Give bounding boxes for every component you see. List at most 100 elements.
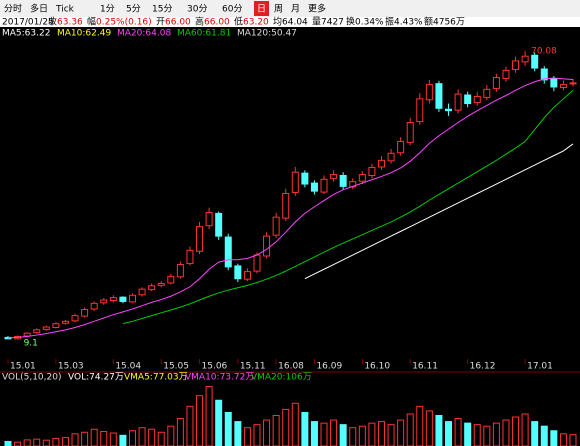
quote-date: 2017/01/25	[2, 18, 54, 28]
candle-body	[387, 152, 395, 162]
candle-body	[224, 236, 232, 268]
candle-body	[377, 159, 385, 168]
volume-bar	[550, 430, 558, 446]
date-label: 15.03	[58, 362, 84, 372]
volume-bar	[196, 395, 204, 446]
volume-bar	[569, 434, 577, 446]
volume-bar	[330, 419, 338, 446]
candle-body	[368, 166, 376, 177]
volume-bar	[81, 431, 89, 446]
candle-body	[569, 82, 577, 85]
period-tab[interactable]: 周	[274, 4, 283, 15]
high-annotation: 70.08	[531, 47, 557, 57]
volume-bar	[282, 408, 290, 446]
candle-body	[196, 226, 204, 252]
candle-body	[492, 77, 500, 89]
quote-label: 开	[156, 17, 165, 28]
candle-body	[483, 88, 491, 98]
candle-body	[320, 178, 328, 193]
period-tab[interactable]: 15分	[152, 4, 172, 15]
date-label: 16.08	[278, 362, 304, 372]
date-label: 17.01	[527, 362, 553, 372]
volume-bar	[119, 434, 127, 446]
candle-body	[282, 193, 290, 219]
period-tab[interactable]: 1分	[100, 4, 115, 15]
period-tab[interactable]: 60分	[222, 4, 242, 15]
candle-body	[301, 172, 309, 185]
volume-bar	[272, 415, 280, 446]
volume-bar	[368, 422, 376, 446]
candle-body	[109, 297, 117, 301]
candle-body	[445, 108, 453, 112]
candle-body	[157, 282, 165, 286]
candle-body	[215, 212, 223, 237]
date-label: 16.11	[412, 362, 438, 372]
candle-body	[559, 84, 567, 88]
candle-body	[148, 285, 156, 291]
quote-value: 4.43%	[394, 18, 423, 28]
ma-legend: MA10:62.49	[57, 29, 111, 39]
candle-body	[310, 182, 318, 192]
volume-bar	[512, 416, 520, 446]
candle-body	[550, 78, 558, 88]
date-label: 15.05	[163, 362, 189, 372]
period-tab[interactable]: Tick	[55, 5, 75, 15]
quote-label: 换	[346, 16, 355, 28]
volume-bar	[224, 411, 232, 446]
volume-bar	[406, 413, 414, 446]
period-tab[interactable]: 5分	[126, 4, 141, 15]
period-tab[interactable]: 月	[291, 4, 300, 15]
volume-bar	[42, 439, 50, 446]
candle-body	[502, 69, 510, 79]
candle-body	[330, 174, 338, 179]
volume-legend: VOL(5,10,20)	[2, 373, 61, 383]
candle-body	[119, 296, 127, 302]
volume-bar	[138, 427, 146, 446]
volume-bar	[253, 424, 261, 446]
volume-bar	[61, 437, 69, 446]
candle-body	[42, 326, 50, 330]
quote-value: 63.36	[57, 18, 83, 28]
candle-body	[243, 271, 251, 280]
volume-bar	[483, 425, 491, 446]
period-tab[interactable]: 30分	[187, 4, 207, 15]
volume-bar	[4, 440, 12, 446]
volume-bar	[52, 437, 60, 446]
quote-value: 7427	[321, 18, 344, 28]
period-tab[interactable]: 更多	[308, 3, 326, 15]
quote-label: 高	[195, 16, 204, 28]
quote-label: 量	[312, 17, 321, 28]
volume-bar	[157, 431, 165, 446]
volume-legend: VMA5:77.03万	[124, 373, 188, 383]
candle-body	[425, 84, 433, 101]
volume-legend: VMA20:106万	[251, 373, 312, 383]
volume-bar	[263, 419, 271, 446]
volume-bar	[377, 421, 385, 446]
ma-legend: MA120:50.47	[237, 29, 297, 39]
candle-body	[90, 302, 98, 310]
period-tab[interactable]: 分时	[4, 3, 22, 15]
period-tab[interactable]: 日	[257, 4, 266, 15]
volume-bar	[176, 418, 184, 446]
quote-bg	[0, 17, 580, 27]
ma-line	[7, 77, 574, 339]
volume-bar	[167, 425, 175, 446]
date-label: 16.09	[316, 362, 342, 372]
toolbar-bg	[0, 0, 580, 17]
volume-bar	[148, 428, 156, 446]
candle-body	[167, 275, 175, 284]
candle-body	[234, 265, 242, 280]
candle-body	[263, 235, 271, 257]
volume-bar	[205, 386, 213, 446]
volume-bar	[358, 425, 366, 446]
quote-label: 低	[234, 16, 243, 28]
quote-label: 均	[273, 16, 282, 28]
volume-bar	[473, 424, 481, 446]
candle-body	[339, 175, 347, 187]
candle-body	[128, 294, 136, 303]
period-tab[interactable]: 多日	[30, 3, 48, 15]
volume-bar	[464, 422, 472, 446]
candle-body	[473, 95, 481, 104]
volume-bar	[502, 419, 510, 446]
